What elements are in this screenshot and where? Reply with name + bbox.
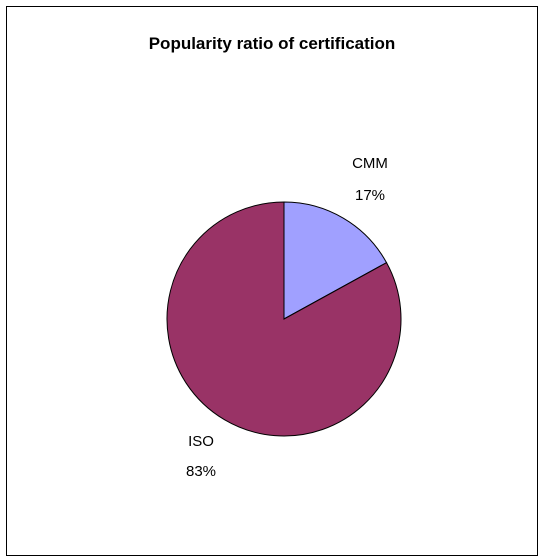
pie-labels: CMM 17% ISO 83% [186, 155, 388, 480]
slice-percent-cmm: 17% [355, 187, 385, 204]
pie-slice-cmm [283, 201, 388, 320]
pie-slices [166, 201, 402, 437]
chart-title: Popularity ratio of certification [148, 34, 396, 53]
slice-label-cmm: CMM [352, 155, 388, 172]
pie-slice-iso [166, 201, 402, 437]
slice-percent-iso: 83% [186, 463, 216, 480]
slice-label-iso: ISO [188, 433, 214, 450]
